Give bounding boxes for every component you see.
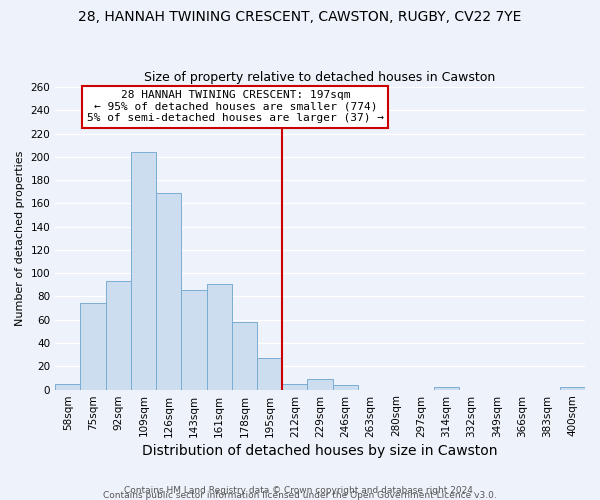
Bar — [434, 387, 459, 390]
Title: Size of property relative to detached houses in Cawston: Size of property relative to detached ho… — [145, 72, 496, 85]
X-axis label: Distribution of detached houses by size in Cawston: Distribution of detached houses by size … — [142, 444, 498, 458]
Text: Contains public sector information licensed under the Open Government Licence v3: Contains public sector information licen… — [103, 490, 497, 500]
Bar — [560, 387, 585, 390]
Text: Contains HM Land Registry data © Crown copyright and database right 2024.: Contains HM Land Registry data © Crown c… — [124, 486, 476, 495]
Bar — [80, 304, 106, 390]
Bar — [307, 379, 332, 390]
Bar — [282, 384, 307, 390]
Y-axis label: Number of detached properties: Number of detached properties — [15, 150, 25, 326]
Bar — [232, 322, 257, 390]
Bar — [106, 282, 131, 390]
Bar — [332, 385, 358, 390]
Bar — [156, 193, 181, 390]
Bar — [55, 384, 80, 390]
Text: 28 HANNAH TWINING CRESCENT: 197sqm
← 95% of detached houses are smaller (774)
5%: 28 HANNAH TWINING CRESCENT: 197sqm ← 95%… — [87, 90, 384, 124]
Bar — [181, 290, 206, 390]
Bar — [131, 152, 156, 390]
Bar — [257, 358, 282, 390]
Text: 28, HANNAH TWINING CRESCENT, CAWSTON, RUGBY, CV22 7YE: 28, HANNAH TWINING CRESCENT, CAWSTON, RU… — [79, 10, 521, 24]
Bar — [206, 284, 232, 390]
